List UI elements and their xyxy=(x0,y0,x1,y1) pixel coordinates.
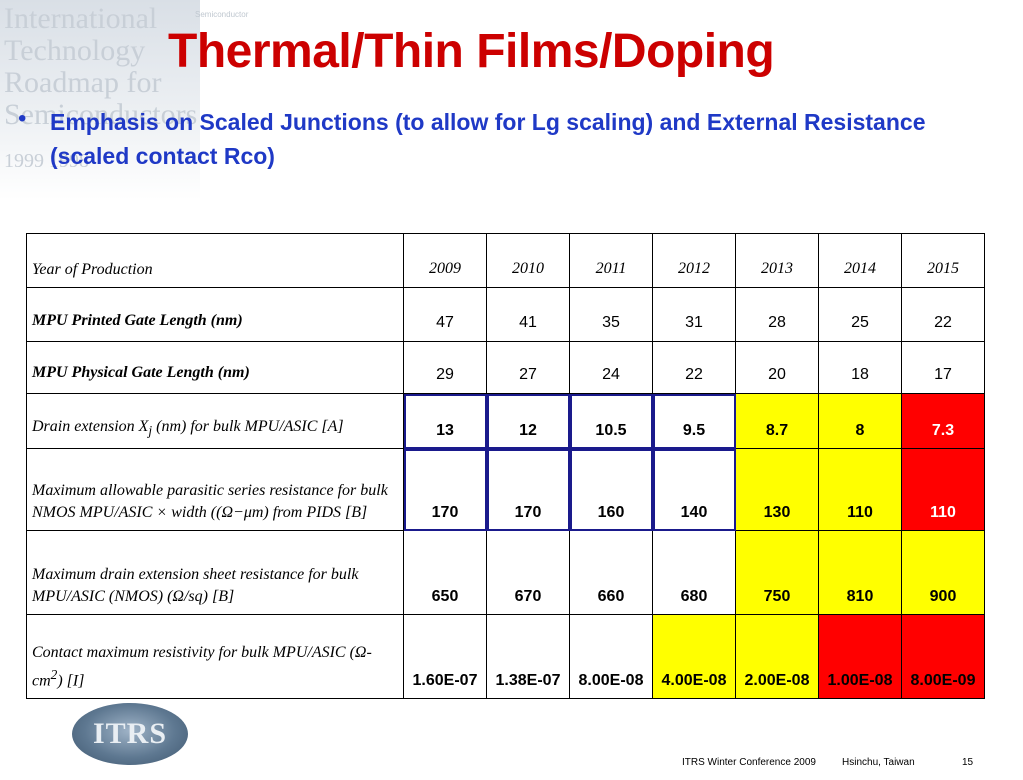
table-cell: 13 xyxy=(403,393,487,449)
table-cell: 7.3 xyxy=(901,393,985,449)
table-cell: 47 xyxy=(403,287,487,342)
footer-page-number: 15 xyxy=(962,757,974,768)
slide-title: Thermal/Thin Films/Doping xyxy=(168,25,775,78)
table-row: Contact maximum resistivity for bulk MPU… xyxy=(26,614,985,699)
table-cell: 28 xyxy=(735,287,819,342)
table-cell: 160 xyxy=(569,448,653,531)
row-label: Drain extension Xj (nm) for bulk MPU/ASI… xyxy=(26,393,404,449)
table-cell: 35 xyxy=(569,287,653,342)
year-cell: 2015 xyxy=(901,233,985,288)
table-cell: 8.7 xyxy=(735,393,819,449)
header-label: Year of Production xyxy=(26,233,404,288)
table-cell: 1.60E-07 xyxy=(403,614,487,699)
table-row: Drain extension Xj (nm) for bulk MPU/ASI… xyxy=(26,393,985,449)
row-label-text: Contact maximum resistivity for bulk MPU… xyxy=(32,643,372,689)
bullet-icon: • xyxy=(18,105,27,132)
table-row: MPU Printed Gate Length (nm) 47 41 35 31… xyxy=(26,287,985,342)
watermark-line: International xyxy=(4,2,158,35)
year-cell: 2012 xyxy=(652,233,736,288)
row-label-text: Drain extension X xyxy=(32,417,149,435)
table-cell: 670 xyxy=(486,530,570,615)
table-header-row: Year of Production 2009 2010 2011 2012 2… xyxy=(26,233,985,288)
year-cell: 2009 xyxy=(403,233,487,288)
row-label: MPU Printed Gate Length (nm) xyxy=(26,287,404,342)
table-row: MPU Physical Gate Length (nm) 29 27 24 2… xyxy=(26,341,985,394)
table-cell: 29 xyxy=(403,341,487,394)
footer-conference: ITRS Winter Conference 2009 xyxy=(682,757,816,768)
roadmap-table: Year of Production 2009 2010 2011 2012 2… xyxy=(26,233,985,699)
watermark-line: Technology xyxy=(4,34,146,67)
table-cell: 2.00E-08 xyxy=(735,614,819,699)
table-row: Maximum drain extension sheet resistance… xyxy=(26,530,985,615)
table-cell: 18 xyxy=(818,341,902,394)
table-cell: 41 xyxy=(486,287,570,342)
table-cell: 25 xyxy=(818,287,902,342)
year-cell: 2013 xyxy=(735,233,819,288)
footer-location: Hsinchu, Taiwan xyxy=(842,757,915,768)
table-cell: 140 xyxy=(652,448,736,531)
row-label: MPU Physical Gate Length (nm) xyxy=(26,341,404,394)
table-cell: 22 xyxy=(652,341,736,394)
year-cell: 2014 xyxy=(818,233,902,288)
table-cell: 1.38E-07 xyxy=(486,614,570,699)
table-cell: 130 xyxy=(735,448,819,531)
row-label-superscript: 2 xyxy=(50,666,58,682)
bullet-text: Emphasis on Scaled Junctions (to allow f… xyxy=(50,109,926,169)
row-label-subscript: j xyxy=(148,423,153,438)
watermark-line: Roadmap for xyxy=(4,66,162,99)
row-label: Contact maximum resistivity for bulk MPU… xyxy=(26,614,404,699)
year-cell: 2010 xyxy=(486,233,570,288)
table-cell: 660 xyxy=(569,530,653,615)
table-cell: 17 xyxy=(901,341,985,394)
row-label: Maximum allowable parasitic series resis… xyxy=(26,448,404,531)
table-cell: 1.00E-08 xyxy=(818,614,902,699)
itrs-watermark: International Technology Roadmap for Sem… xyxy=(0,0,200,200)
logo-text: ITRS xyxy=(92,717,168,750)
table-cell: 12 xyxy=(486,393,570,449)
table-cell: 24 xyxy=(569,341,653,394)
itrs-logo: ITRS xyxy=(72,703,188,765)
table-cell: 8.00E-08 xyxy=(569,614,653,699)
watermark-small-text: Semiconductor xyxy=(195,10,249,19)
table-cell: 680 xyxy=(652,530,736,615)
table-cell: 22 xyxy=(901,287,985,342)
watermark-line: Semiconductors xyxy=(4,98,198,131)
table-cell: 110 xyxy=(818,448,902,531)
table-cell: 9.5 xyxy=(652,393,736,449)
year-cell: 2011 xyxy=(569,233,653,288)
table-cell: 20 xyxy=(735,341,819,394)
table-cell: 750 xyxy=(735,530,819,615)
table-cell: 110 xyxy=(901,448,985,531)
table-cell: 10.5 xyxy=(569,393,653,449)
table-cell: 810 xyxy=(818,530,902,615)
table-cell: 8.00E-09 xyxy=(901,614,985,699)
table-cell: 27 xyxy=(486,341,570,394)
row-label: Maximum drain extension sheet resistance… xyxy=(26,530,404,615)
row-label-text: (nm) for bulk MPU/ASIC [A] xyxy=(152,417,344,435)
table-cell: 900 xyxy=(901,530,985,615)
table-cell: 170 xyxy=(486,448,570,531)
table-cell: 4.00E-08 xyxy=(652,614,736,699)
table-cell: 8 xyxy=(818,393,902,449)
watermark-line: 1999 1998 xyxy=(4,150,89,172)
table-cell: 650 xyxy=(403,530,487,615)
table-cell: 31 xyxy=(652,287,736,342)
table-row: Maximum allowable parasitic series resis… xyxy=(26,448,985,531)
table-cell: 170 xyxy=(403,448,487,531)
row-label-text: ) [I] xyxy=(57,672,85,689)
